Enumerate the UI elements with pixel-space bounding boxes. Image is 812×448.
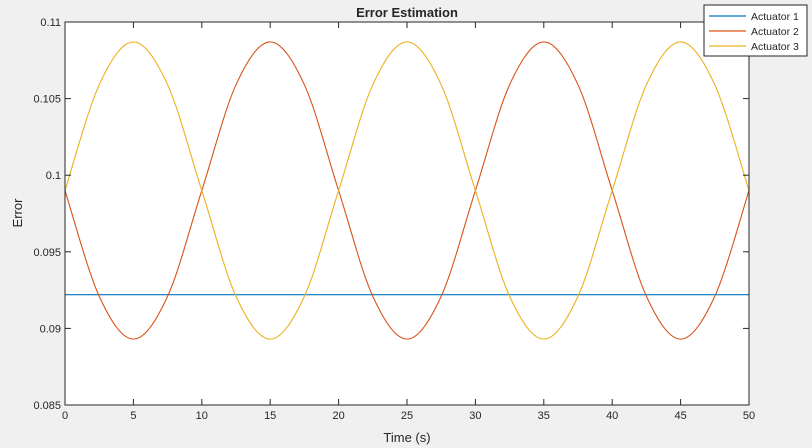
x-tick-label: 40: [606, 410, 618, 422]
x-axis-label: Time (s): [383, 430, 430, 445]
legend-label: Actuator 2: [751, 26, 799, 38]
x-tick-label: 45: [674, 410, 686, 422]
series-line-3: [64, 41, 750, 340]
x-tick-label: 50: [743, 410, 755, 422]
x-tick-label: 25: [401, 410, 413, 422]
x-axis: 0 5 10 15 20 25 30 35 40 45 50: [62, 22, 755, 422]
y-axis-label: Error: [10, 198, 25, 228]
y-tick-label: 0.1: [46, 170, 61, 182]
plot-area: [65, 22, 749, 405]
legend-label: Actuator 3: [751, 41, 799, 53]
x-tick-label: 5: [130, 410, 136, 422]
series-layer: [64, 41, 750, 340]
y-tick-label: 0.105: [33, 94, 61, 106]
y-tick-label: 0.085: [33, 400, 61, 412]
x-tick-label: 15: [264, 410, 276, 422]
legend-label: Actuator 1: [751, 11, 799, 23]
y-tick-label: 0.11: [40, 17, 61, 29]
chart-title: Error Estimation: [356, 5, 458, 20]
y-tick-label: 0.095: [33, 247, 61, 259]
x-tick-label: 35: [538, 410, 550, 422]
legend: Actuator 1 Actuator 2 Actuator 3: [703, 4, 808, 57]
x-tick-label: 30: [469, 410, 481, 422]
series-line-2: [64, 41, 750, 340]
x-tick-label: 20: [332, 410, 344, 422]
x-tick-label: 0: [62, 410, 68, 422]
x-tick-label: 10: [196, 410, 208, 422]
y-tick-label: 0.09: [40, 323, 61, 335]
